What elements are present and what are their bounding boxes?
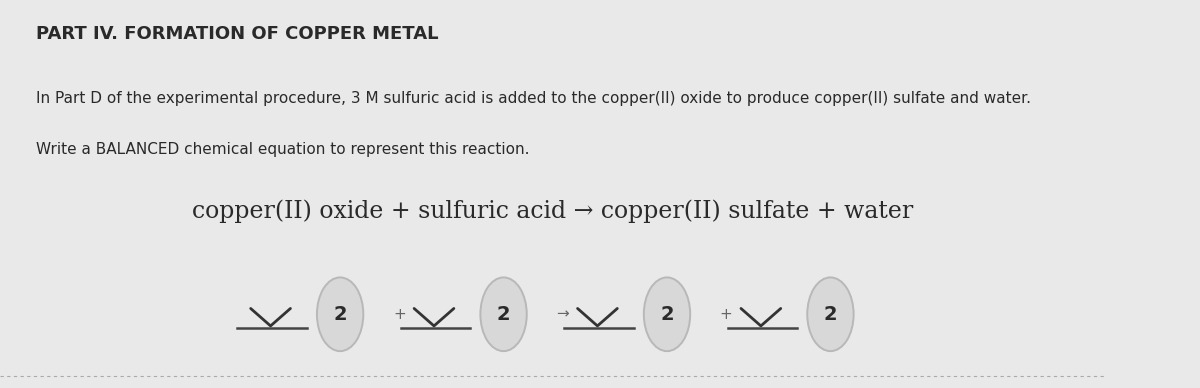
Text: +: +: [394, 307, 406, 322]
Text: +: +: [719, 307, 732, 322]
Ellipse shape: [317, 277, 364, 351]
Text: In Part D of the experimental procedure, 3 M sulfuric acid is added to the coppe: In Part D of the experimental procedure,…: [36, 91, 1032, 106]
Text: 2: 2: [334, 305, 347, 324]
Text: Write a BALANCED chemical equation to represent this reaction.: Write a BALANCED chemical equation to re…: [36, 142, 530, 157]
Text: PART IV. FORMATION OF COPPER METAL: PART IV. FORMATION OF COPPER METAL: [36, 25, 439, 43]
Text: 2: 2: [660, 305, 674, 324]
Ellipse shape: [480, 277, 527, 351]
Text: 2: 2: [497, 305, 510, 324]
Text: copper(II) oxide + sulfuric acid → copper(II) sulfate + water: copper(II) oxide + sulfuric acid → coppe…: [192, 200, 913, 223]
Ellipse shape: [808, 277, 853, 351]
Text: →: →: [556, 307, 569, 322]
Ellipse shape: [644, 277, 690, 351]
Text: 2: 2: [823, 305, 838, 324]
